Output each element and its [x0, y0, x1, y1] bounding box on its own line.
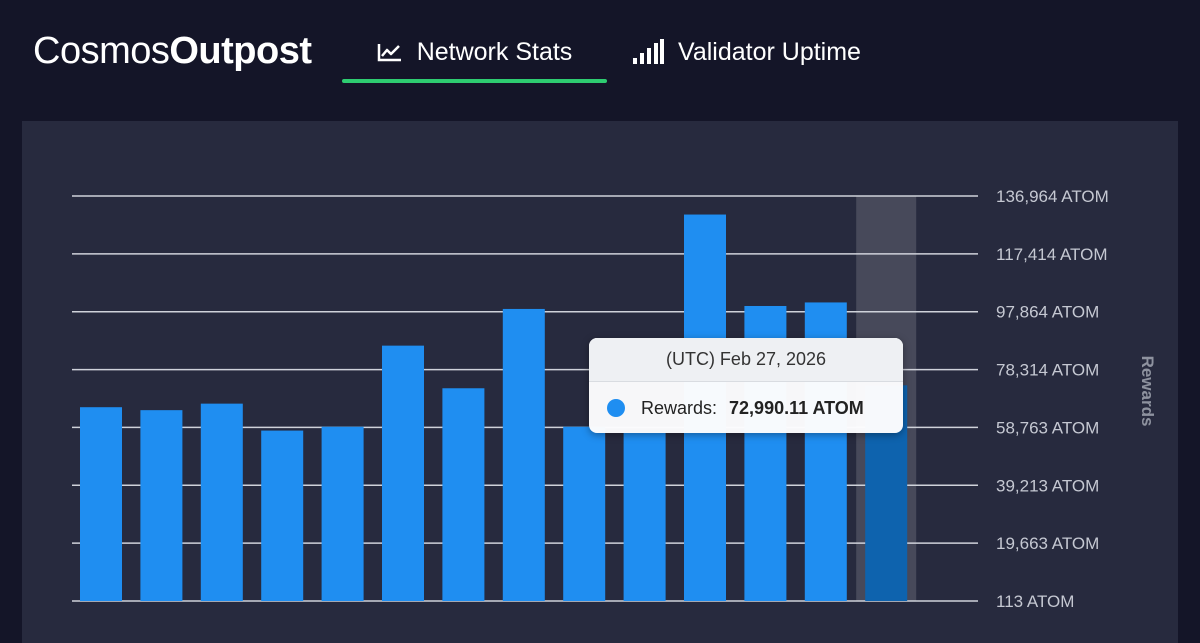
bar [502, 308, 545, 601]
bar [563, 426, 606, 601]
y-tick-label: 58,763 ATOM [996, 418, 1099, 437]
bar [382, 345, 424, 601]
y-tick-label: 97,864 ATOM [996, 303, 1099, 322]
tooltip-date: (UTC) Feb 27, 2026 [589, 338, 903, 382]
rewards-bar-chart: 136,964 ATOM 117,414 ATOM 97,864 ATOM 78,31… [72, 187, 1157, 611]
bar [140, 410, 183, 601]
tooltip-value: 72,990.11 ATOM [729, 397, 864, 418]
header: CosmosOutpost Network Stats Validator Up… [0, 0, 1200, 110]
bar [261, 430, 304, 601]
bar [623, 432, 666, 601]
y-tick-label: 39,213 ATOM [996, 476, 1099, 495]
tab-network-stats[interactable]: Network Stats [342, 24, 607, 83]
chart-tooltip: (UTC) Feb 27, 2026 Rewards: 72,990.11 AT… [589, 338, 903, 433]
bar [321, 426, 364, 601]
tooltip-series-dot [607, 399, 625, 417]
logo-regular: Cosmos [33, 30, 170, 72]
y-axis-label: Rewards [1138, 356, 1157, 427]
bar [442, 388, 485, 601]
active-tab-underline [342, 79, 607, 83]
chart-panel: 136,964 ATOM 117,414 ATOM 97,864 ATOM 78,31… [22, 121, 1178, 643]
y-tick-label: 78,314 ATOM [996, 361, 1099, 380]
y-tick-label: 113 ATOM [996, 592, 1074, 611]
line-chart-icon [377, 42, 403, 62]
signal-bars-icon [632, 39, 664, 65]
tooltip-body: Rewards: 72,990.11 ATOM [589, 382, 903, 433]
y-tick-label: 19,663 ATOM [996, 534, 1099, 553]
tab-label: Network Stats [416, 37, 573, 66]
tooltip-label: Rewards: [641, 397, 718, 418]
bar [80, 407, 122, 601]
y-tick-label: 117,414 ATOM [996, 245, 1108, 264]
logo[interactable]: CosmosOutpost [33, 30, 312, 73]
logo-bold: Outpost [169, 30, 312, 72]
y-tick-label: 136,964 ATOM [996, 187, 1109, 206]
tab-label: Validator Uptime [678, 37, 861, 66]
tab-validator-uptime[interactable]: Validator Uptime [632, 24, 861, 80]
bar [200, 403, 243, 601]
